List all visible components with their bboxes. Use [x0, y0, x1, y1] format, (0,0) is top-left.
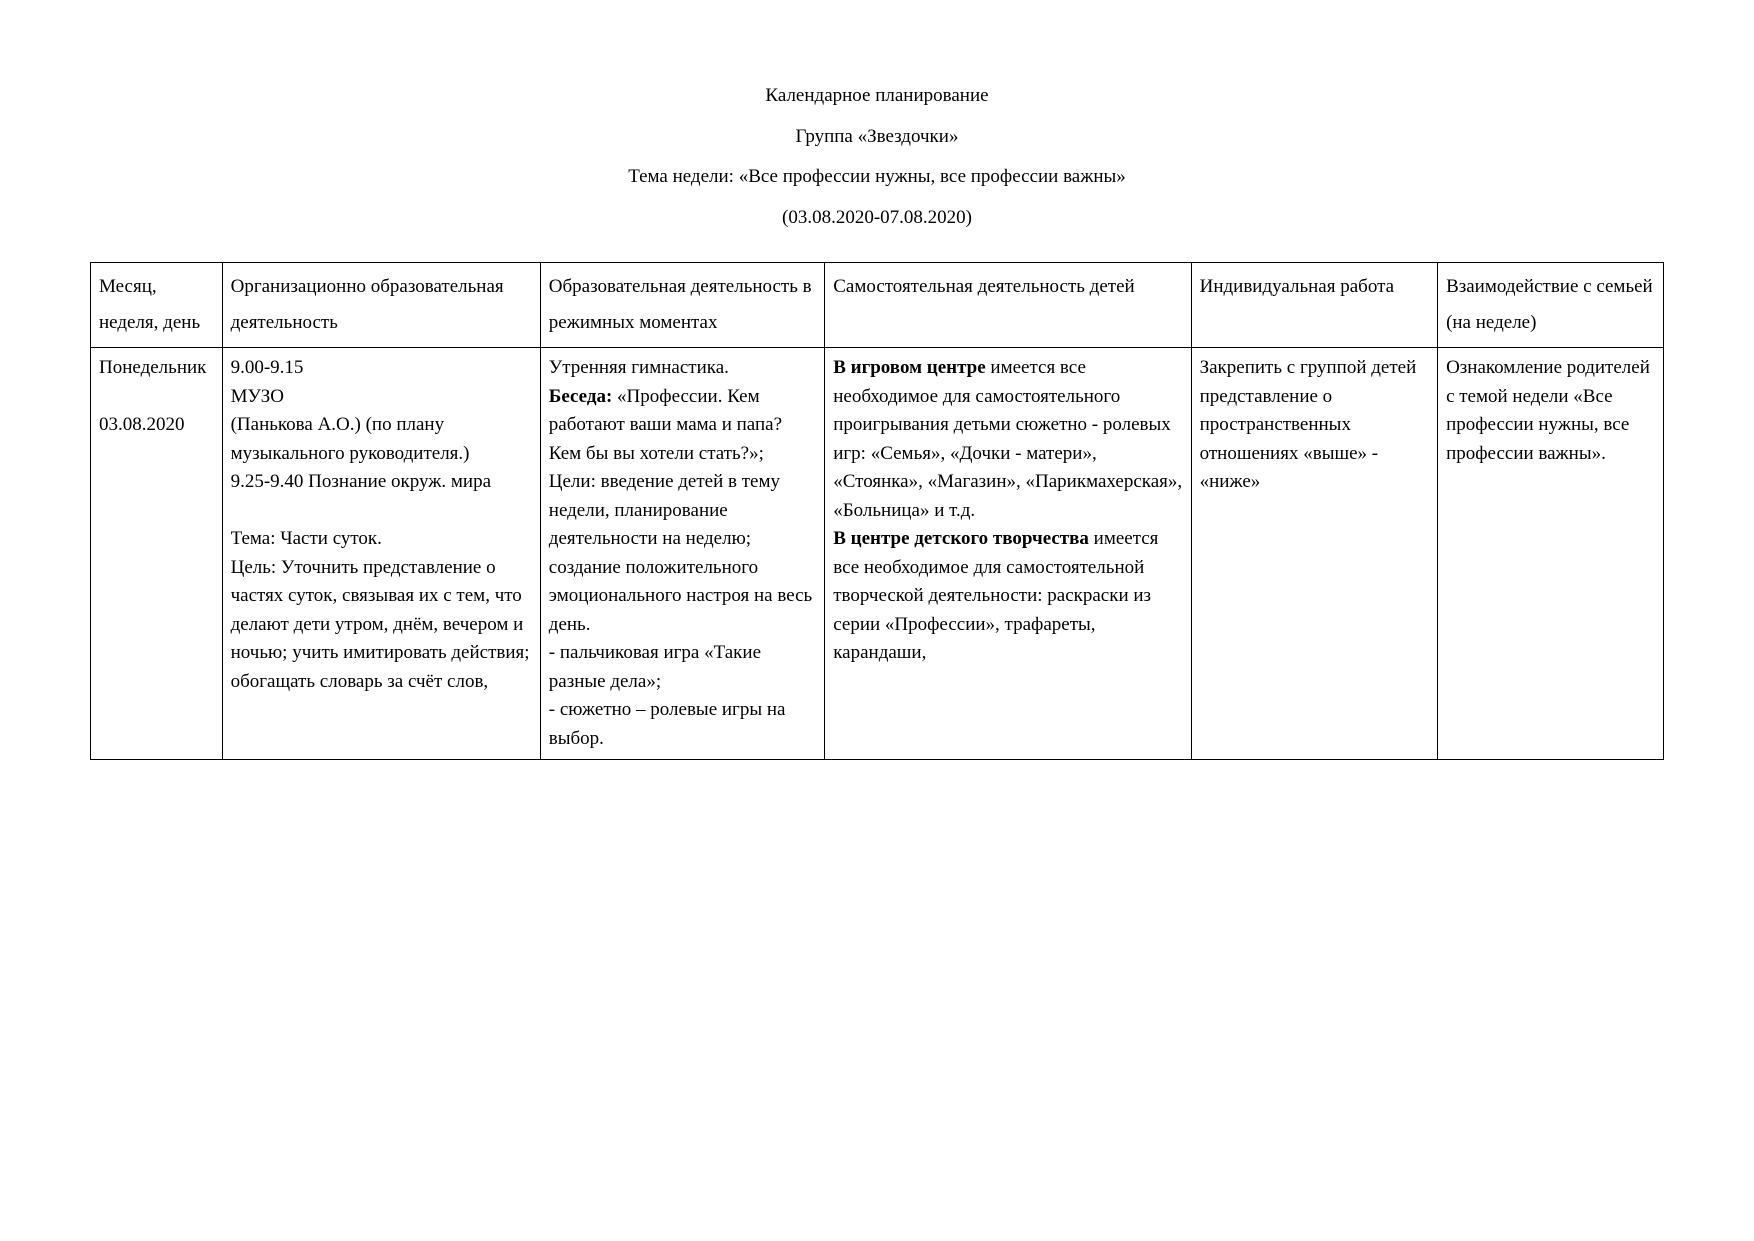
- org-teacher: (Панькова А.О.) (по плану музыкального р…: [231, 414, 470, 464]
- org-muzo: МУЗО: [231, 386, 284, 407]
- edu-goals: Цели: введение детей в тему недели, план…: [549, 471, 812, 635]
- table-row: Понедельник 03.08.2020 9.00-9.15 МУЗО (П…: [91, 348, 1664, 760]
- edu-role: - сюжетно – ролевые игры на выбор.: [549, 699, 786, 749]
- org-time2: 9.25-9.40 Познание окруж. мира: [231, 471, 491, 492]
- cell-family: Ознакомление родителей с темой недели «В…: [1438, 348, 1664, 760]
- day-date: 03.08.2020: [99, 414, 185, 435]
- org-goal: Цель: Уточнить представление о частях су…: [231, 557, 530, 692]
- col-header-edu: Образовательная деятельность в режимных …: [540, 263, 824, 348]
- org-time1: 9.00-9.15: [231, 357, 304, 378]
- cell-self: В игровом центре имеется все необходимое…: [825, 348, 1191, 760]
- edu-beseda-label: Беседа:: [549, 386, 613, 407]
- day-name: Понедельник: [99, 357, 206, 378]
- col-header-day: Месяц, неделя, день: [91, 263, 223, 348]
- edu-finger: - пальчиковая игра «Такие разные дела»;: [549, 642, 761, 692]
- planning-table: Месяц, неделя, день Организационно образ…: [90, 262, 1664, 760]
- cell-ind: Закрепить с группой детей представление …: [1191, 348, 1437, 760]
- cell-edu: Утренняя гимнастика. Беседа: «Профессии.…: [540, 348, 824, 760]
- col-header-ind: Индивидуальная работа: [1191, 263, 1437, 348]
- header-dates: (03.08.2020-07.08.2020): [90, 204, 1664, 233]
- cell-org: 9.00-9.15 МУЗО (Панькова А.О.) (по плану…: [222, 348, 540, 760]
- table-header-row: Месяц, неделя, день Организационно образ…: [91, 263, 1664, 348]
- cell-day: Понедельник 03.08.2020: [91, 348, 223, 760]
- edu-gym: Утренняя гимнастика.: [549, 357, 729, 378]
- org-topic: Тема: Части суток.: [231, 528, 382, 549]
- col-header-self: Самостоятельная деятельность детей: [825, 263, 1191, 348]
- self-center1-label: В игровом центре: [833, 357, 985, 378]
- ind-text: Закрепить с группой детей представление …: [1200, 357, 1417, 492]
- col-header-family: Взаимодействие с семьей (на неделе): [1438, 263, 1664, 348]
- col-header-org: Организационно образовательная деятельно…: [222, 263, 540, 348]
- self-center1-text: имеется все необходимое для самостоятель…: [833, 357, 1182, 521]
- header-group: Группа «Звездочки»: [90, 123, 1664, 152]
- family-text: Ознакомление родителей с темой недели «В…: [1446, 357, 1650, 464]
- self-center2-label: В центре детского творчества: [833, 528, 1089, 549]
- document-header: Календарное планирование Группа «Звездоч…: [90, 82, 1664, 232]
- header-title: Календарное планирование: [90, 82, 1664, 111]
- header-theme: Тема недели: «Все профессии нужны, все п…: [90, 163, 1664, 192]
